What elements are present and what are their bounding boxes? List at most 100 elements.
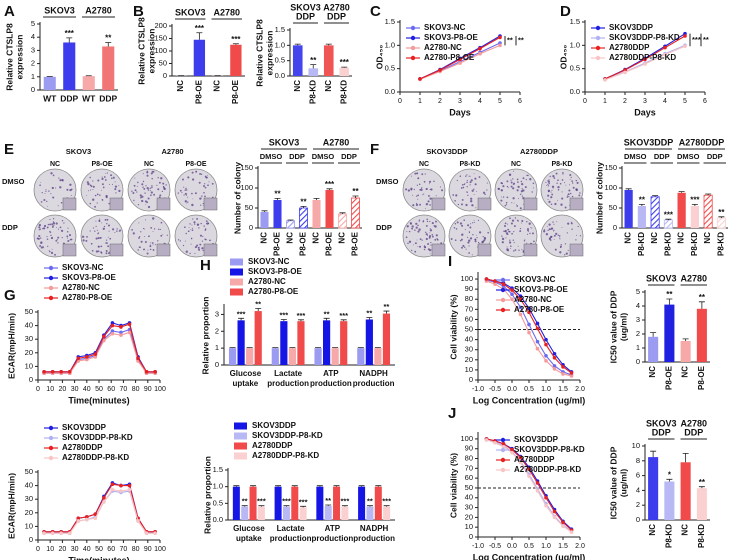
legend-marker — [410, 55, 416, 61]
x-axis-label: Time(minutes) — [68, 555, 129, 560]
colony-dot — [561, 197, 564, 200]
colony-dot — [547, 194, 550, 197]
colony-dot — [47, 226, 49, 228]
colony-dot — [50, 234, 52, 237]
x-tick-label: 1.0 — [541, 543, 551, 550]
colony-dot — [150, 242, 152, 244]
legend-label: A2780-P8-OE — [514, 305, 565, 314]
colony-dot — [519, 207, 522, 210]
colony-dot — [95, 250, 99, 253]
legend-marker — [500, 437, 506, 443]
point — [478, 51, 482, 56]
x-tick-label: production — [310, 379, 352, 388]
bar — [286, 220, 295, 229]
error-bar — [280, 319, 287, 322]
bar — [308, 68, 319, 76]
colony-dot — [476, 236, 478, 239]
colony-dot — [462, 244, 465, 247]
colony-dot — [428, 236, 431, 239]
colony-dot — [81, 235, 85, 238]
colony-dot — [512, 187, 515, 190]
significance: *** — [297, 311, 306, 320]
error-bar — [325, 504, 332, 506]
colony-dot — [533, 187, 535, 189]
colony-dot — [521, 182, 524, 186]
colony-dot — [194, 192, 197, 195]
colony-dot — [96, 229, 98, 231]
y-tick-label: 70 — [465, 304, 473, 313]
colony-dot — [162, 186, 165, 188]
colony-dot — [145, 219, 147, 221]
colony-dot — [500, 189, 503, 192]
colony-dot — [146, 201, 149, 204]
y-axis-label: ECAR(mpH/min) — [6, 313, 16, 379]
colony-dot — [158, 196, 161, 199]
colony-dot — [211, 182, 214, 185]
x-tick-label: 0.5 — [524, 543, 534, 550]
bar — [365, 319, 373, 365]
error-bar — [691, 204, 698, 206]
colony-dot — [414, 229, 416, 231]
legend-marker — [48, 265, 54, 271]
legend-label: A2780-P8-OE — [424, 53, 475, 62]
x-tick-label: 6 — [518, 98, 522, 105]
colony-dot — [469, 181, 472, 184]
y-axis-label: Cell viability (%) — [448, 294, 458, 359]
bar — [374, 348, 382, 365]
point — [127, 322, 132, 327]
colony-dot — [561, 191, 563, 193]
colony-dot — [91, 249, 94, 252]
colony-dot — [521, 222, 523, 224]
colony-dot — [509, 239, 511, 241]
colony-dot — [429, 183, 430, 185]
colony-dot — [183, 194, 185, 196]
group-label: A2780DDP — [679, 137, 725, 147]
colony-dot — [517, 245, 519, 247]
plate-inset — [431, 243, 446, 257]
x-tick-label: production — [311, 534, 353, 543]
column-label: P8-OE — [91, 161, 112, 168]
colony-dot — [133, 184, 136, 187]
colony-dot — [146, 252, 149, 255]
colony-dot — [477, 241, 480, 244]
colony-dot — [549, 235, 553, 239]
bar — [357, 348, 365, 365]
y-tick-label: 10 — [465, 365, 473, 374]
error-bar — [287, 219, 294, 221]
colony-dot — [553, 234, 556, 237]
colony-dot — [527, 228, 529, 230]
colony-dot — [88, 190, 89, 192]
colony-dot — [526, 242, 528, 244]
colony-dot — [40, 182, 42, 184]
annotation: ** — [518, 36, 524, 45]
colony-dot — [530, 226, 532, 228]
colony-dot — [465, 203, 468, 207]
colony-dot — [475, 234, 477, 236]
colony-dot — [200, 222, 202, 225]
y-tick-label: 0 — [31, 85, 35, 94]
point — [484, 438, 489, 442]
colony-dot — [415, 195, 418, 197]
colony-dot — [500, 199, 503, 202]
colony-dot — [527, 174, 529, 177]
significance: ** — [325, 496, 331, 505]
colony-dot — [50, 236, 54, 240]
bar — [703, 194, 713, 229]
legend-swatch — [230, 268, 243, 276]
x-tick-label: 6 — [703, 98, 707, 105]
colony-dot — [533, 240, 535, 243]
colony-dot — [470, 223, 472, 225]
colony-dot — [60, 201, 63, 204]
colony-dot — [204, 238, 206, 240]
colony-dot — [106, 218, 109, 221]
error-bar — [341, 66, 348, 68]
error-bar — [291, 485, 298, 487]
x-tick-label: DDP — [60, 93, 78, 103]
colony-dot — [43, 198, 46, 202]
colony-dot — [199, 243, 202, 246]
legend-label: SKOV3DDP-P8-KD — [514, 445, 585, 454]
group-label: SKOV3 — [66, 147, 91, 156]
series-line — [44, 490, 156, 534]
colony-dot — [564, 254, 566, 256]
